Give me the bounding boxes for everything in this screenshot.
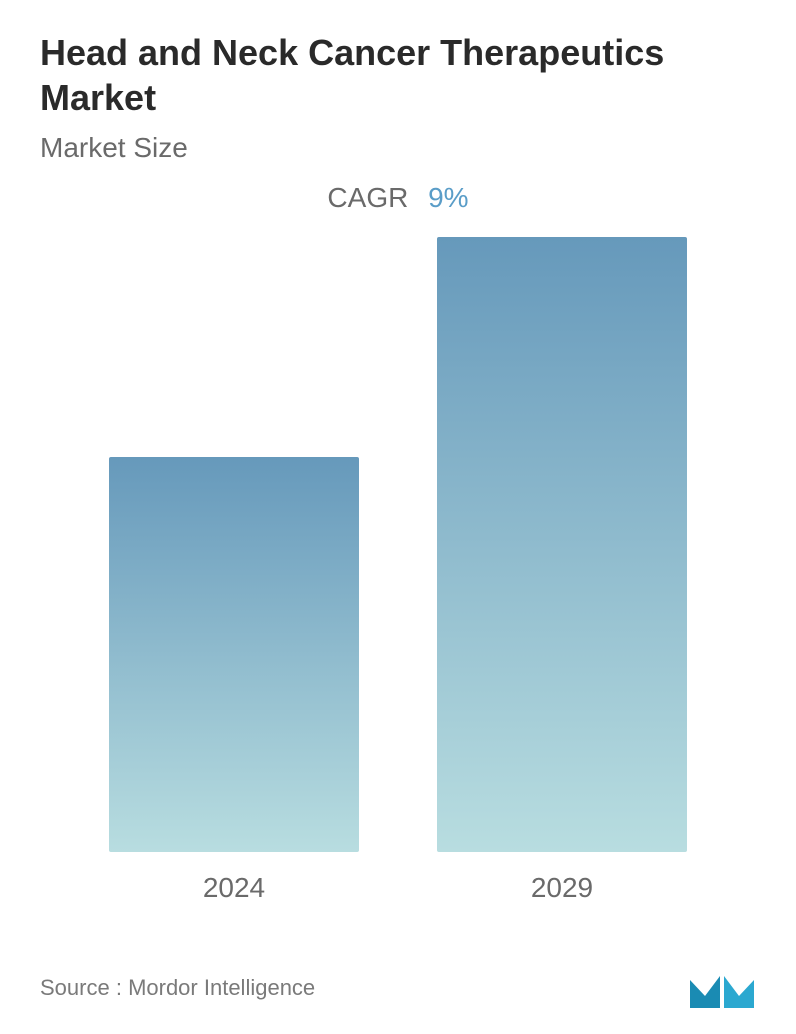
cagr-value: 9%: [428, 182, 468, 213]
bar-label: 2024: [203, 872, 265, 904]
bar-label: 2029: [531, 872, 593, 904]
cagr-row: CAGR 9%: [40, 182, 756, 214]
source-label: Source :: [40, 975, 122, 1000]
chart-title: Head and Neck Cancer Therapeutics Market: [40, 30, 756, 120]
bar-chart: 2024 2029: [40, 244, 756, 904]
bar-group: 2029: [425, 237, 700, 904]
cagr-label: CAGR: [327, 182, 408, 213]
source-text: Source : Mordor Intelligence: [40, 975, 315, 1001]
bar-2024: [109, 457, 359, 852]
bar-group: 2024: [97, 457, 372, 904]
bar-2029: [437, 237, 687, 852]
mordor-logo-icon: [688, 966, 756, 1010]
chart-subtitle: Market Size: [40, 132, 756, 164]
source-name: Mordor Intelligence: [128, 975, 315, 1000]
footer: Source : Mordor Intelligence: [40, 966, 756, 1010]
